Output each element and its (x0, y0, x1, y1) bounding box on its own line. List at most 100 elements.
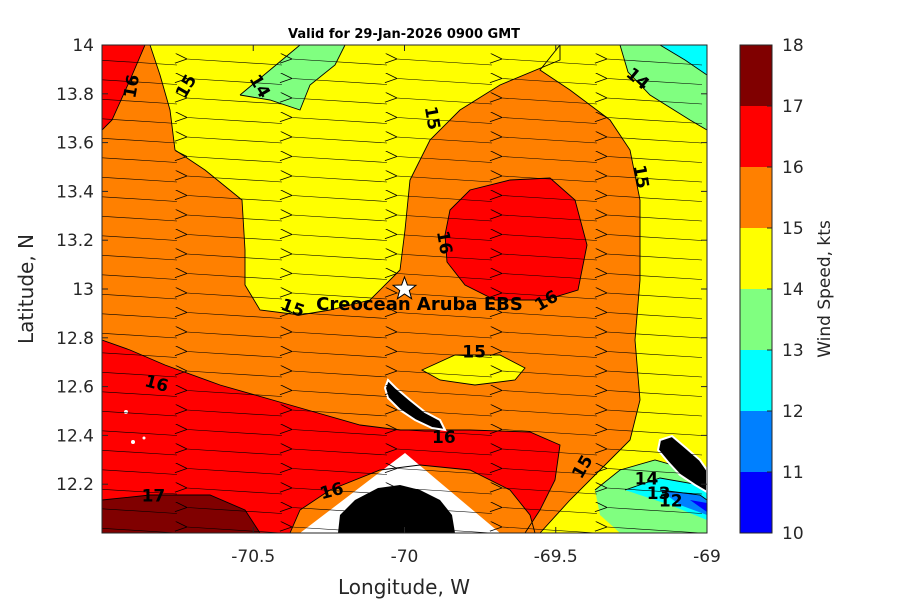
wind-vector (607, 488, 703, 495)
y-tick-label: 12.4 (56, 426, 94, 446)
wind-vector (292, 176, 388, 183)
colorbar: 10 11 12 13 14 15 16 17 18 (739, 36, 804, 544)
wind-vector (102, 352, 178, 358)
wind-vector (502, 469, 598, 475)
wind-vector (102, 508, 178, 514)
contour-label: 16 (432, 229, 456, 256)
wind-vector (397, 235, 493, 241)
wind-vector (102, 293, 178, 300)
small-island-dot (124, 410, 128, 414)
contour-label: 15 (462, 342, 486, 362)
wind-vector (502, 391, 598, 397)
y-tick-label: 14 (72, 36, 94, 56)
wind-vector (102, 118, 178, 124)
wind-vector (102, 449, 178, 456)
x-axis-ticks: -70.5 -70 -69.5 -69 (231, 45, 721, 567)
wind-vector (397, 449, 493, 456)
contour-label: 12 (659, 491, 683, 511)
colorbar-tick-label: 12 (782, 402, 804, 422)
wind-vector (607, 137, 703, 144)
wind-vector (397, 79, 493, 85)
wind-vector (397, 430, 493, 436)
wind-vector (292, 98, 388, 105)
colorbar-segment (740, 472, 772, 533)
wind-vector (292, 157, 388, 163)
wind-vector (502, 196, 598, 202)
wind-vector (607, 410, 703, 417)
y-tick-label: 12.6 (56, 378, 94, 398)
wind-vector (607, 176, 703, 183)
colorbar-segment (740, 228, 772, 289)
wind-vector (397, 371, 493, 378)
wind-vector (292, 430, 388, 436)
wind-vector (607, 508, 703, 514)
wind-vector (187, 254, 283, 261)
wind-vector (187, 215, 283, 222)
wind-vector (292, 215, 388, 222)
wind-vector (397, 488, 493, 495)
wind-vector (187, 118, 283, 124)
wind-vector (502, 274, 598, 280)
wind-vector (102, 391, 178, 397)
wind-vector (502, 410, 598, 417)
wind-vector (502, 293, 598, 300)
wind-vector (607, 196, 703, 202)
wind-vector (292, 196, 388, 202)
region-12-13-northeast (660, 45, 707, 75)
wind-vector (397, 527, 493, 533)
wind-vector (187, 59, 283, 66)
chart-title: Valid for 29-Jan-2026 0900 GMT (288, 27, 520, 42)
wind-vector (187, 527, 283, 533)
x-tick-label: -70 (391, 547, 419, 567)
wind-vector (102, 79, 178, 85)
station-marker-group: Creocean Aruba EBS (316, 275, 523, 315)
small-island-dot (131, 440, 135, 444)
wind-vector (607, 235, 703, 241)
wind-vector (397, 196, 493, 202)
wind-vector (397, 176, 493, 183)
wind-vector (292, 293, 388, 300)
y-tick-label: 13 (72, 280, 94, 300)
wind-vector (502, 449, 598, 456)
wind-vector (502, 137, 598, 144)
y-axis-label: Latitude, N (14, 234, 38, 344)
wind-vector (397, 391, 493, 397)
wind-vector (502, 176, 598, 183)
region-10-11-southeast (690, 500, 707, 512)
y-tick-label: 13.2 (56, 231, 94, 251)
colorbar-tick-label: 11 (782, 463, 804, 483)
region-16-17-top-left (102, 45, 145, 130)
y-tick-label: 13.8 (56, 85, 94, 105)
colorbar-tick-label: 18 (782, 36, 804, 56)
wind-vector (187, 176, 283, 183)
colorbar-tick-label: 10 (782, 524, 804, 544)
wind-vector (292, 332, 388, 339)
contour-label: 16 (120, 73, 144, 100)
wind-vector (187, 79, 283, 85)
wind-vector (102, 137, 178, 144)
wind-vector (397, 157, 493, 163)
wind-vector (397, 508, 493, 514)
wind-vector (292, 137, 388, 144)
wind-vector (187, 293, 283, 300)
wind-vector (502, 371, 598, 378)
wind-vector (607, 430, 703, 436)
wind-vector (397, 118, 493, 124)
wind-vector (502, 508, 598, 514)
y-tick-label: 13.6 (56, 134, 94, 154)
wind-vector (502, 352, 598, 358)
colorbar-segment (740, 411, 772, 472)
region-12-13-southeast (625, 478, 707, 520)
colorbar-tick-label: 14 (782, 280, 804, 300)
wind-vector (607, 449, 703, 456)
curacao-island (656, 434, 707, 494)
aruba-island (383, 378, 447, 432)
wind-vector (607, 527, 703, 533)
x-tick-label: -69.5 (534, 547, 578, 567)
wind-vector (102, 98, 178, 105)
wind-vector (397, 137, 493, 144)
wind-vector (102, 469, 178, 475)
wind-vector (502, 488, 598, 495)
